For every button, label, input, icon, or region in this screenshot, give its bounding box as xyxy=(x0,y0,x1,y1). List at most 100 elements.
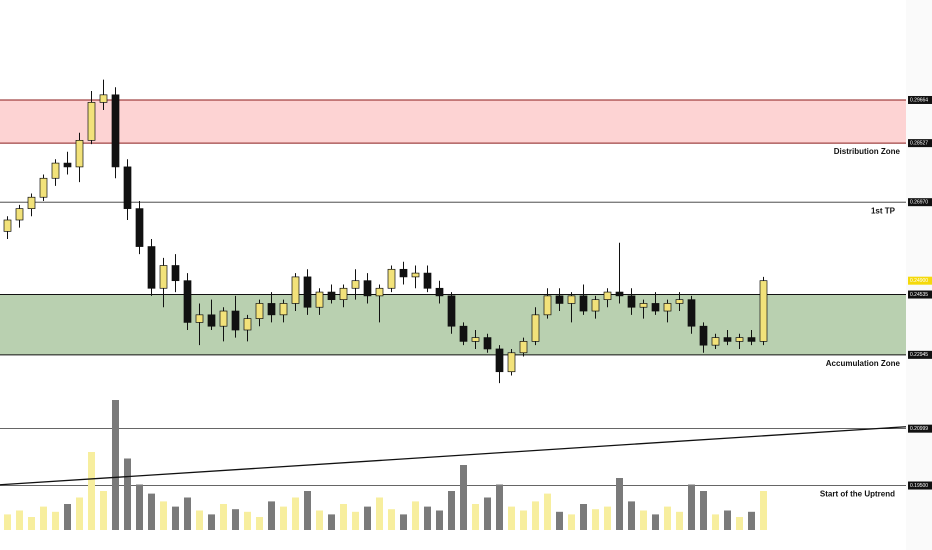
candle-body xyxy=(531,314,540,342)
volume-bar xyxy=(628,501,635,530)
candle-body xyxy=(687,299,696,327)
volume-bar xyxy=(352,511,359,530)
candle-body xyxy=(51,162,60,179)
volume-bar xyxy=(736,517,743,530)
candle-body xyxy=(375,287,384,297)
candle-body xyxy=(243,318,252,331)
volume-bar xyxy=(136,484,143,530)
volume-bar xyxy=(760,491,767,530)
volume-bar xyxy=(592,509,599,530)
candle-body xyxy=(639,303,648,308)
volume-bar xyxy=(484,497,491,530)
candle-body xyxy=(699,325,708,346)
y-tick-label: 0.24900 xyxy=(910,278,928,284)
volume-bar xyxy=(376,497,383,530)
volume-bar xyxy=(580,504,587,530)
level-label: Start of the Uptrend xyxy=(820,490,895,499)
volume-bar xyxy=(328,514,335,530)
volume-bar xyxy=(316,510,323,530)
candle-body xyxy=(39,177,48,198)
candle-body xyxy=(675,299,684,304)
volume-bar xyxy=(232,509,239,530)
volume-bar xyxy=(460,465,467,530)
candle-body xyxy=(747,337,756,342)
candle-body xyxy=(735,337,744,342)
zone xyxy=(0,99,906,144)
volume-bar xyxy=(88,452,95,530)
volume-bar xyxy=(160,501,167,530)
y-tick-box xyxy=(908,139,932,148)
volume-bar xyxy=(604,506,611,530)
candle-body xyxy=(543,295,552,316)
candle-body xyxy=(255,303,264,319)
candle-body xyxy=(291,276,300,304)
volume-bar xyxy=(4,514,11,530)
volume-bar xyxy=(184,497,191,530)
volume-bar xyxy=(388,509,395,530)
zone-label: Accumulation Zone xyxy=(826,359,901,368)
volume-bar xyxy=(664,506,671,530)
volume-bar xyxy=(448,491,455,530)
volume-bar xyxy=(100,491,107,530)
candle-body xyxy=(483,337,492,350)
y-tick-box xyxy=(908,424,932,433)
candle-body xyxy=(555,295,564,304)
candle-body xyxy=(471,337,480,342)
candle-body xyxy=(759,280,768,342)
volume-bar xyxy=(208,514,215,530)
volume-bar xyxy=(76,497,83,530)
candle-body xyxy=(123,166,132,209)
volume-bar xyxy=(64,504,71,530)
candle-body xyxy=(75,139,84,168)
candle-body xyxy=(183,280,192,323)
candle-body xyxy=(195,314,204,323)
candle-body xyxy=(159,265,168,289)
volume-bar xyxy=(532,501,539,530)
price-axis xyxy=(906,0,932,550)
candle-body xyxy=(87,102,96,141)
candle-body xyxy=(519,341,528,354)
trendline xyxy=(0,426,907,486)
volume-bar xyxy=(616,478,623,530)
candle-body xyxy=(219,310,228,327)
volume-bar xyxy=(640,510,647,530)
y-tick-label: 0.20999 xyxy=(910,426,928,432)
volume-bar xyxy=(748,511,755,530)
candle-body xyxy=(411,272,420,278)
candle-body xyxy=(711,337,720,346)
candle-body xyxy=(591,299,600,312)
y-tick-label: 0.24535 xyxy=(910,292,928,298)
candle-body xyxy=(351,280,360,289)
candle-body xyxy=(399,268,408,278)
candle-body xyxy=(171,265,180,282)
candle-body xyxy=(111,94,120,168)
candle-body xyxy=(435,287,444,297)
volume-bar xyxy=(724,510,731,530)
volume-bar xyxy=(112,400,119,530)
volume-bar xyxy=(304,491,311,530)
y-tick-label: 0.22945 xyxy=(910,352,928,358)
volume-bar xyxy=(472,504,479,530)
volume-bar xyxy=(172,506,179,530)
candle-body xyxy=(387,268,396,289)
candle-body xyxy=(207,314,216,327)
y-tick-box xyxy=(908,481,932,490)
volume-bar xyxy=(556,511,563,530)
candle-body xyxy=(231,310,240,331)
volume-bar xyxy=(52,511,59,530)
volume-bar xyxy=(268,501,275,530)
volume-bar xyxy=(16,510,23,530)
volume-bar xyxy=(652,514,659,530)
volume-bar xyxy=(340,504,347,530)
volume-bar xyxy=(148,493,155,530)
volume-bar xyxy=(220,504,227,530)
y-tick-label: 0.28527 xyxy=(910,140,928,146)
volume-bar xyxy=(712,514,719,530)
volume-bar xyxy=(688,484,695,530)
volume-bar xyxy=(196,510,203,530)
candle-body xyxy=(303,276,312,308)
candle-body xyxy=(603,291,612,301)
candle-body xyxy=(423,272,432,289)
